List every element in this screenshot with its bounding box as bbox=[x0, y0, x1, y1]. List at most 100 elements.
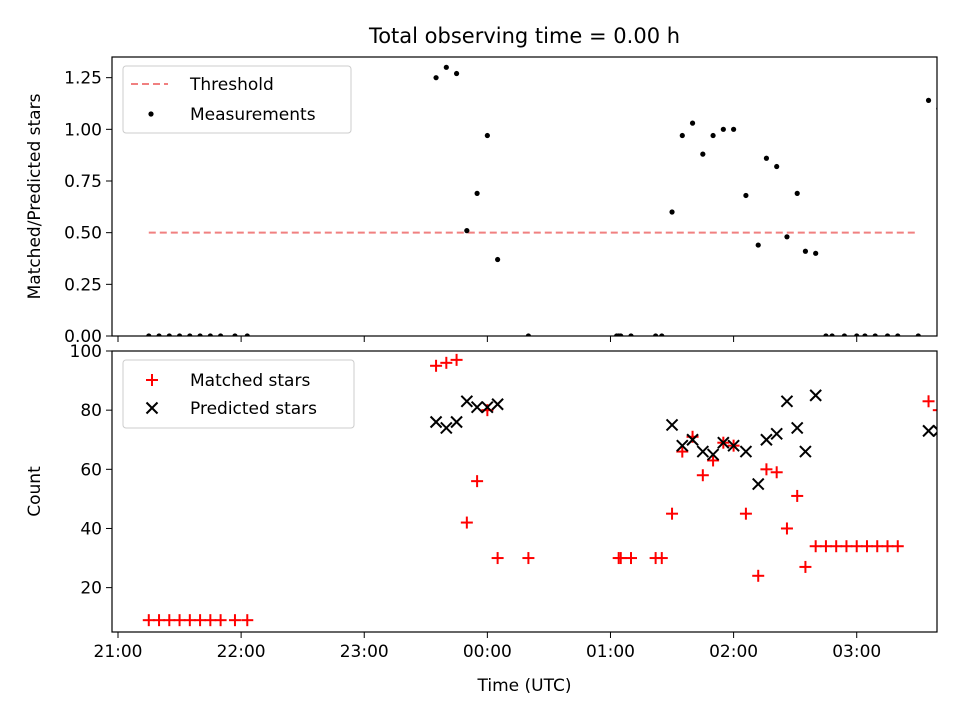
matched-star-point bbox=[871, 540, 884, 553]
legend-matched-swatch bbox=[146, 374, 158, 386]
measurement-point bbox=[784, 234, 790, 240]
matched-star-point bbox=[228, 614, 241, 627]
matched-star-point bbox=[830, 540, 843, 553]
measurement-point bbox=[946, 127, 951, 132]
measurement-point bbox=[895, 333, 901, 336]
measurement-point bbox=[166, 333, 172, 336]
matched-star-point bbox=[204, 614, 217, 627]
predicted-star-point bbox=[739, 445, 753, 458]
y-tick-label: 80 bbox=[80, 401, 102, 421]
measurement-point bbox=[628, 333, 634, 336]
y-tick-label: 0.00 bbox=[64, 327, 102, 347]
predicted-star-point bbox=[799, 445, 812, 458]
matched-star-point bbox=[430, 359, 443, 372]
matched-star-point bbox=[491, 552, 504, 565]
measurement-point bbox=[244, 333, 250, 336]
plot-frame bbox=[111, 56, 938, 337]
measurement-point bbox=[710, 132, 716, 139]
measurement-point bbox=[862, 333, 868, 336]
predicted-star-point bbox=[791, 421, 804, 435]
matched-star-point bbox=[471, 475, 484, 488]
matched-star-point bbox=[780, 522, 793, 535]
measurement-point bbox=[618, 333, 624, 336]
measurement-point bbox=[218, 333, 224, 336]
predicted-star-point bbox=[706, 448, 720, 461]
measurement-point bbox=[872, 333, 878, 336]
legend: Threshold Measurements bbox=[122, 65, 352, 134]
bottom-panel: 20 40 60 80 100 21:00 22:00 23:00 00:00 01:00 02:0… bbox=[25, 342, 955, 696]
measurement-point bbox=[915, 333, 921, 336]
matched-star-point bbox=[153, 614, 166, 627]
matched-star-point bbox=[214, 614, 227, 627]
measurement-point bbox=[232, 333, 238, 336]
matched-star-point bbox=[922, 395, 935, 408]
y-axis-label: Matched/Predicted stars bbox=[25, 93, 45, 299]
predicted-star-point bbox=[809, 389, 822, 402]
matched-star-point bbox=[819, 540, 832, 553]
measurement-point bbox=[484, 132, 490, 139]
predicted-star-point bbox=[686, 433, 699, 446]
predicted-star-point bbox=[491, 398, 504, 411]
x-tick-label: 00:00 bbox=[463, 642, 512, 662]
measurement-point bbox=[207, 333, 213, 336]
y-axis-label: Count bbox=[25, 466, 45, 517]
x-tick-label: 01:00 bbox=[586, 642, 635, 662]
y-tick-label: 0.25 bbox=[64, 275, 102, 295]
y-tick-label: 60 bbox=[80, 460, 102, 480]
x-tick-label: 22:00 bbox=[217, 642, 266, 662]
measurement-point bbox=[755, 242, 761, 248]
legend-label: Matched stars bbox=[190, 371, 310, 391]
measurement-point bbox=[841, 333, 848, 336]
predicted-star-point bbox=[665, 418, 679, 432]
y-tick-label: 0.50 bbox=[64, 224, 102, 244]
matched-star-point bbox=[440, 356, 453, 369]
measurement-point bbox=[802, 248, 809, 254]
matched-star-point bbox=[850, 540, 863, 553]
measurement-point bbox=[146, 333, 152, 336]
measurement-point bbox=[689, 120, 696, 126]
top-panel: Total observing time = 0.00 h 0.00 0.25 0.5… bbox=[25, 24, 951, 347]
matched-star-point bbox=[932, 409, 937, 412]
measurement-point bbox=[669, 209, 675, 215]
predicted-star-point bbox=[460, 395, 474, 408]
measurement-point bbox=[720, 126, 726, 132]
matched-star-point bbox=[460, 516, 473, 529]
x-tick-label: 03:00 bbox=[832, 642, 881, 662]
x-tick-label: 21:00 bbox=[94, 642, 143, 662]
matched-star-point bbox=[142, 614, 155, 627]
measurement-point bbox=[884, 333, 891, 336]
matched-star-point bbox=[760, 463, 773, 476]
measurement-point bbox=[774, 163, 780, 170]
matched-star-point bbox=[666, 507, 679, 520]
matched-star-point bbox=[943, 446, 955, 458]
measurement-point bbox=[433, 75, 439, 81]
measurement-point bbox=[443, 64, 449, 70]
measurement-point bbox=[731, 126, 737, 132]
legend-predicted-swatch bbox=[145, 401, 159, 415]
x-tick-label: 23:00 bbox=[340, 642, 389, 662]
measurement-point bbox=[794, 190, 800, 196]
predicted-star-point bbox=[780, 395, 794, 408]
matched-star-point bbox=[881, 540, 894, 553]
x-tick-label: 02:00 bbox=[709, 642, 758, 662]
matched-star-point bbox=[696, 469, 709, 482]
predicted-star-point bbox=[752, 477, 765, 491]
measurement-point bbox=[763, 155, 770, 161]
y-tick-label: 20 bbox=[80, 579, 102, 599]
predicted-star-point bbox=[450, 415, 463, 429]
predicted-star-point bbox=[676, 439, 689, 452]
matched-star-point bbox=[655, 552, 668, 565]
y-tick-label: 1.00 bbox=[64, 120, 102, 140]
x-axis-label: Time (UTC) bbox=[477, 676, 572, 696]
matched-star-point bbox=[676, 445, 689, 458]
matched-star-point bbox=[241, 614, 254, 627]
measurement-point bbox=[854, 333, 860, 336]
matched-star-point bbox=[791, 489, 804, 502]
predicted-star-point bbox=[440, 421, 453, 435]
matched-star-point bbox=[770, 466, 783, 479]
legend: Matched stars Predicted stars bbox=[122, 359, 355, 429]
predicted-star-point bbox=[944, 446, 955, 457]
matched-star-point bbox=[707, 454, 720, 467]
matched-star-point bbox=[614, 552, 627, 565]
